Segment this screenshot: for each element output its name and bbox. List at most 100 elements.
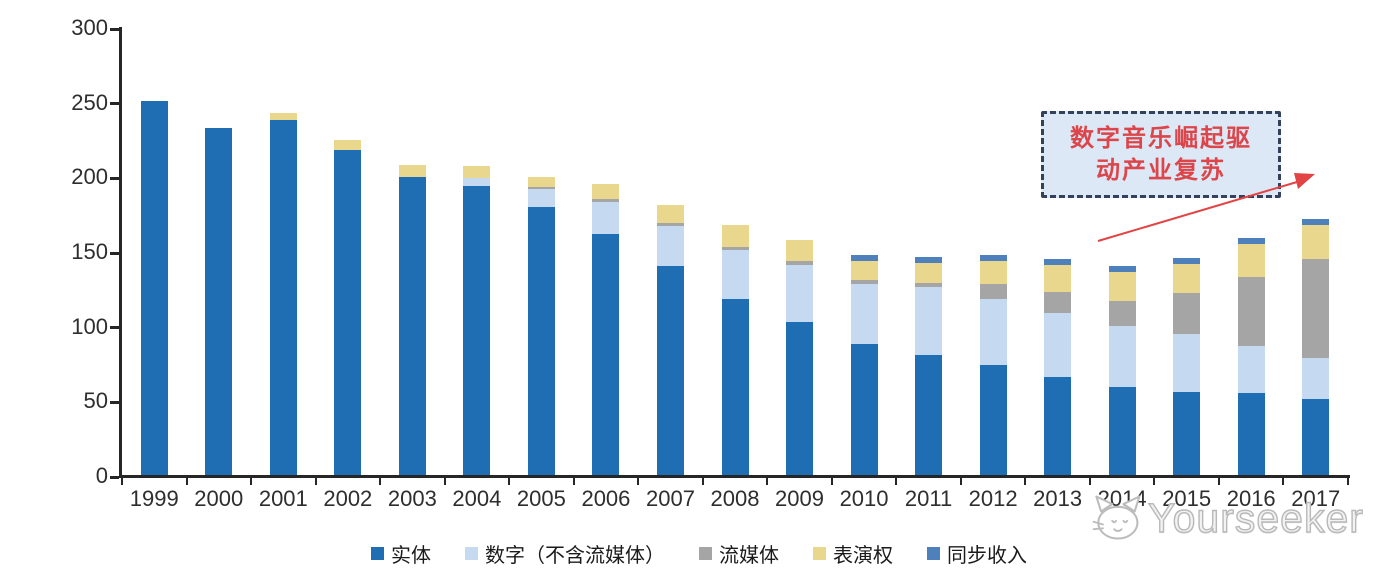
bar-2004: [463, 166, 491, 477]
bar-segment: [1108, 326, 1136, 388]
bar-segment: [721, 299, 749, 477]
bar-segment: [1044, 376, 1072, 477]
bar-segment: [656, 223, 684, 227]
x-tick-mark: [508, 477, 511, 485]
x-axis-line: [119, 475, 1350, 478]
watermark-text: Yourseeker: [1147, 494, 1364, 541]
bar-segment: [1173, 333, 1201, 392]
bar-segment: [592, 233, 620, 477]
x-axis-label: 2013: [1033, 486, 1083, 511]
bar-segment: [269, 120, 297, 477]
bar-2011: [915, 257, 943, 477]
legend-swatch: [813, 546, 826, 560]
x-tick-mark: [250, 477, 253, 485]
bar-segment: [979, 260, 1007, 285]
x-axis-label: 2000: [194, 486, 244, 511]
legend-item: 同步收入: [927, 539, 1027, 568]
cat-logo-icon: [1092, 495, 1141, 540]
x-tick-mark: [314, 477, 317, 485]
y-tick-mark: [110, 475, 119, 479]
x-tick-mark: [379, 477, 382, 485]
annotation-text-line2: 动产业复苏: [1096, 157, 1226, 184]
legend-label: 实体: [391, 544, 431, 567]
bar-2001: [269, 112, 297, 477]
x-axis-label: 2011: [904, 486, 953, 511]
bar-segment: [1302, 399, 1330, 477]
x-axis-label: 2006: [581, 486, 631, 511]
bar-segment: [1237, 393, 1265, 477]
bar-segment: [463, 185, 491, 477]
bar-2006: [592, 184, 620, 477]
bar-segment: [527, 176, 555, 188]
x-tick-mark: [1088, 477, 1091, 485]
legend-item: 表演权: [813, 539, 893, 568]
bar-segment: [463, 166, 491, 179]
bar-segment: [721, 247, 749, 251]
x-tick-mark: [701, 477, 704, 485]
x-axis-label: 2009: [775, 486, 824, 511]
bar-segment: [1237, 276, 1265, 346]
x-axis-label: 2004: [452, 486, 502, 511]
bar-segment: [334, 139, 362, 150]
bar-2008: [721, 224, 749, 477]
bar-2017: [1302, 218, 1330, 477]
bar-segment: [1173, 257, 1201, 264]
legend-item: 实体: [371, 539, 431, 568]
y-tick-mark: [110, 251, 119, 255]
bar-segment: [786, 265, 814, 322]
y-tick-mark: [110, 27, 119, 31]
bar-segment: [786, 260, 814, 266]
x-axis-label: 2005: [516, 486, 566, 511]
y-axis-tick-label: 50: [83, 388, 108, 414]
x-tick-mark: [959, 477, 962, 485]
bar-1999: [140, 100, 168, 477]
x-tick-mark: [895, 477, 898, 485]
x-axis-label: 2002: [323, 486, 373, 511]
bar-segment: [592, 199, 620, 203]
x-axis-label: 2016: [1226, 486, 1276, 511]
bar-segment: [1302, 224, 1330, 259]
bar-segment: [915, 354, 943, 477]
y-axis-tick-label: 150: [71, 239, 108, 264]
y-axis-tick-label: 100: [71, 313, 108, 339]
x-tick-mark: [1217, 477, 1220, 485]
bar-2003: [398, 164, 426, 477]
x-tick-mark: [637, 477, 640, 485]
legend-swatch: [371, 546, 384, 560]
y-axis-tick-label: 300: [71, 15, 108, 40]
bar-segment: [850, 344, 878, 477]
bar-segment: [786, 239, 814, 261]
bar-segment: [915, 263, 943, 283]
legend-label: 表演权: [833, 544, 893, 567]
bar-segment: [786, 321, 814, 477]
bar-segment: [592, 184, 620, 200]
bar-segment: [979, 299, 1007, 365]
y-tick-mark: [110, 102, 119, 106]
legend-swatch: [465, 546, 478, 560]
bar-segment: [1173, 293, 1201, 334]
bar-2002: [334, 139, 362, 477]
bar-segment: [656, 266, 684, 477]
bar-segment: [1237, 244, 1265, 277]
bar-segment: [850, 260, 878, 280]
bar-2009: [786, 239, 814, 477]
bar-segment: [915, 282, 943, 288]
bar-segment: [721, 250, 749, 300]
bar-segment: [1108, 272, 1136, 301]
bar-segment: [1044, 264, 1072, 292]
bar-segment: [527, 188, 555, 207]
x-tick-mark: [443, 477, 446, 485]
x-axis-label: 2010: [839, 486, 889, 511]
legend-label: 流媒体: [719, 544, 779, 567]
x-axis-label: 2015: [1162, 486, 1212, 511]
legend-item: 流媒体: [699, 539, 779, 568]
bar-segment: [850, 279, 878, 285]
annotation-box: 数字音乐崛起驱 动产业复苏: [1041, 111, 1281, 198]
bar-2012: [979, 254, 1007, 477]
bar-segment: [1044, 291, 1072, 313]
bar-segment: [1044, 312, 1072, 377]
x-tick-mark: [766, 477, 769, 485]
x-tick-mark: [572, 477, 575, 485]
bar-segment: [979, 254, 1007, 261]
bar-segment: [140, 100, 168, 477]
